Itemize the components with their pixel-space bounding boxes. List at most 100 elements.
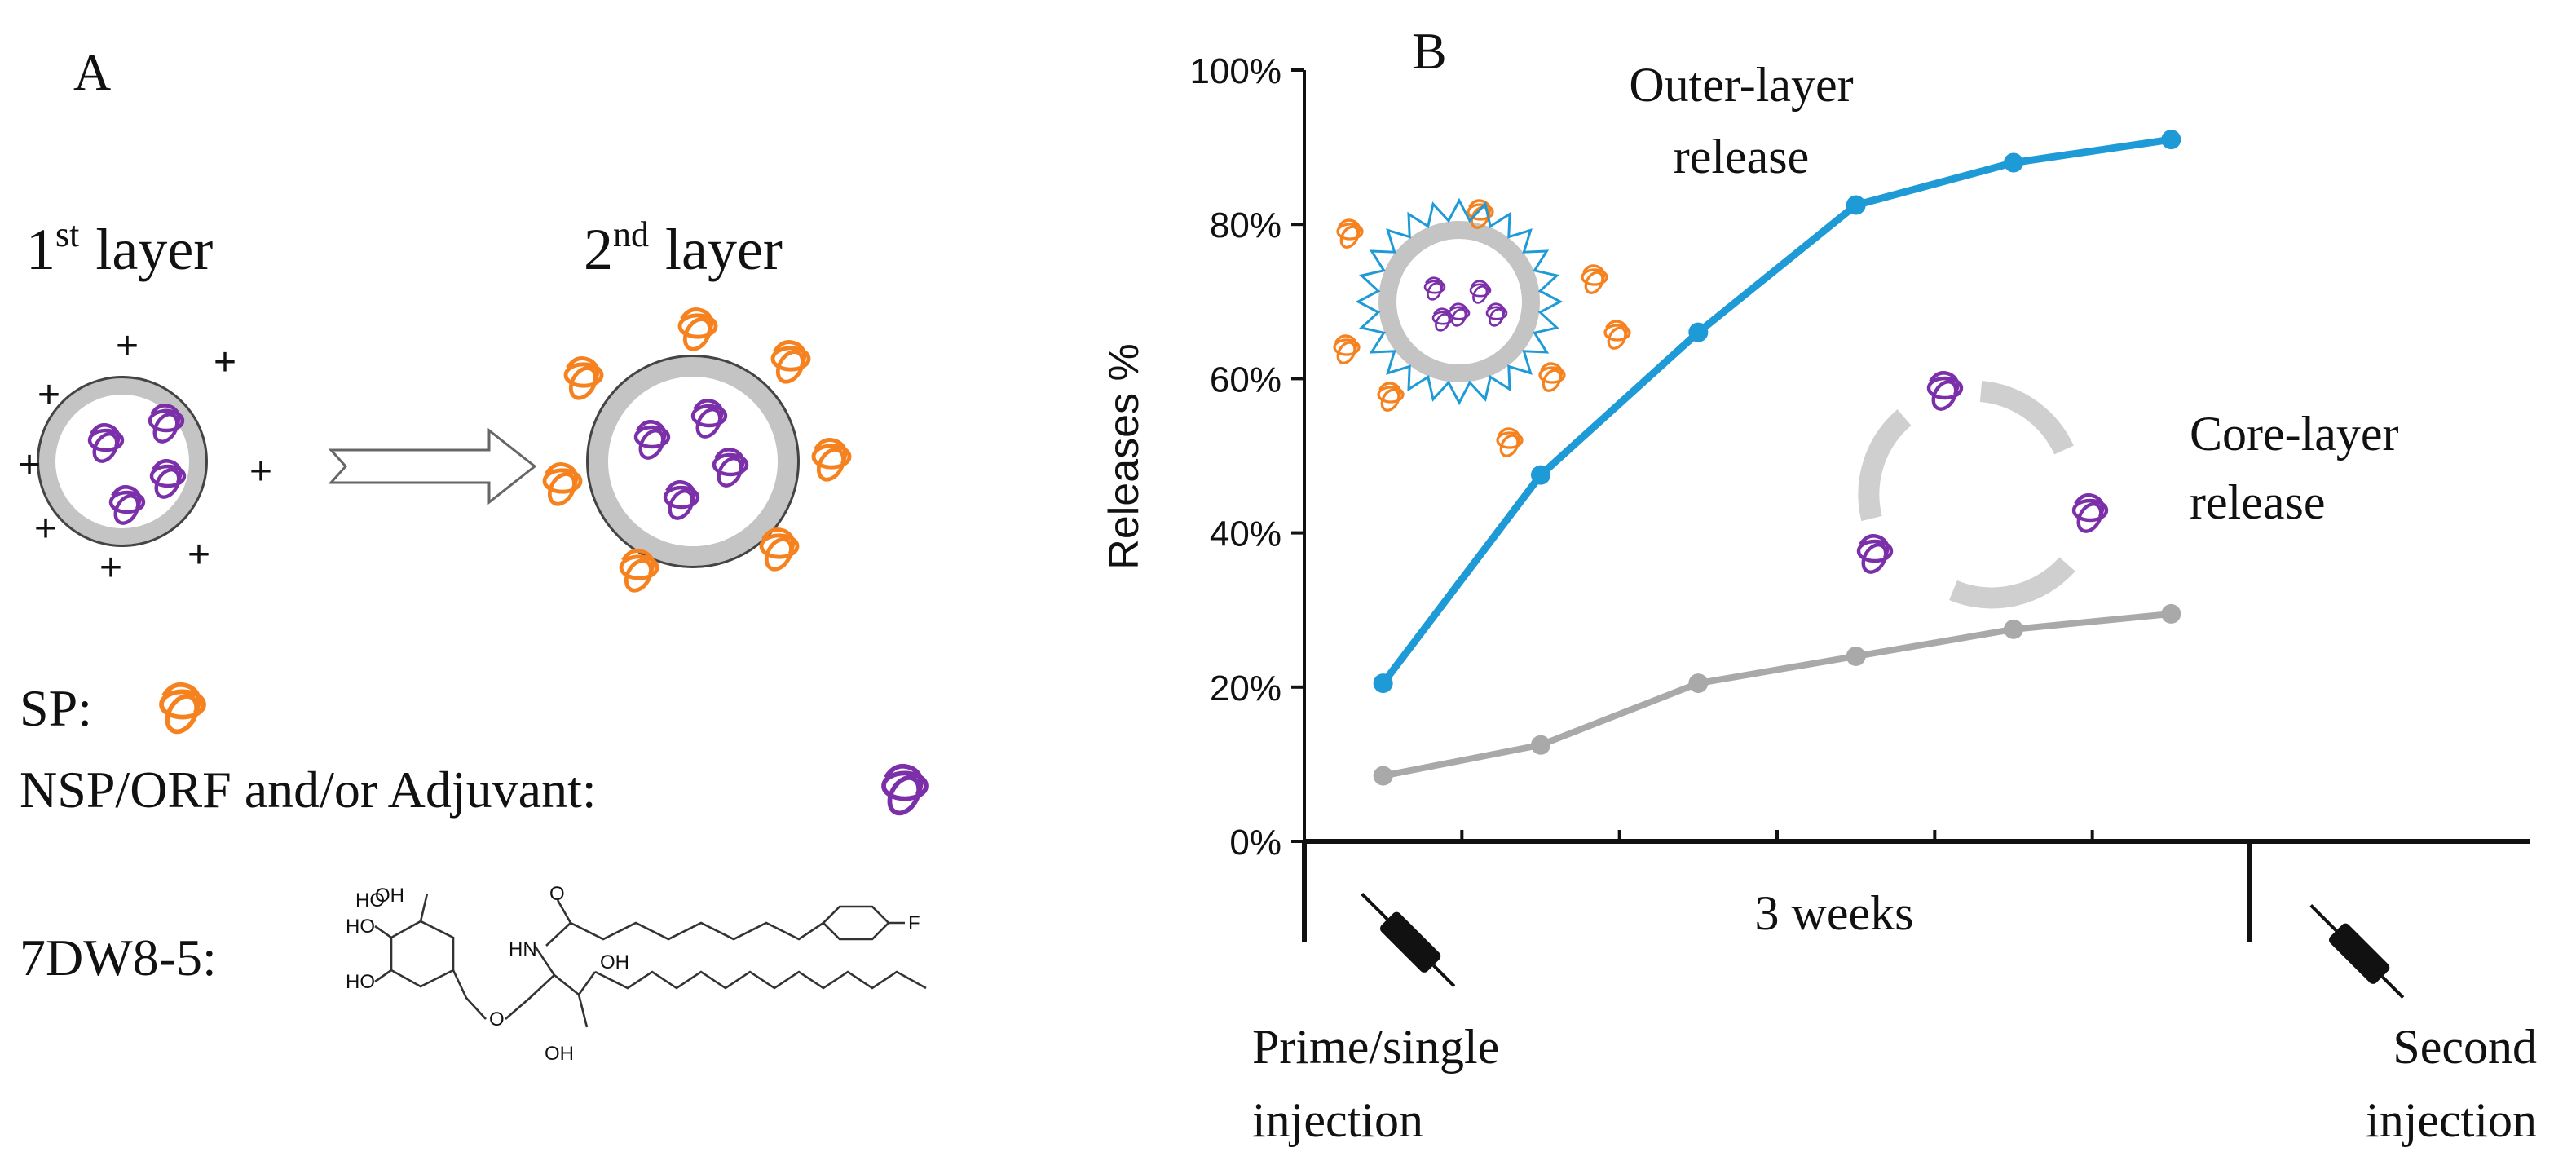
- structure-label: HO: [346, 971, 375, 993]
- charge: +: [116, 324, 139, 368]
- protein-icon: [1581, 264, 1608, 294]
- icon-loop: [638, 429, 665, 460]
- icon-loop: [1856, 539, 1894, 563]
- charge: +: [187, 533, 210, 576]
- y-tick-label: 100%: [1189, 51, 1281, 91]
- series-line: [1380, 135, 2172, 686]
- icon-loop: [159, 689, 206, 720]
- layer-title: 1st layer: [26, 214, 213, 282]
- icon-loop: [887, 775, 922, 816]
- icon-loop: [1472, 285, 1489, 304]
- icon-loop: [633, 425, 671, 449]
- icon-loop: [714, 448, 745, 472]
- point: [2004, 619, 2023, 639]
- protein-icon: [677, 307, 718, 351]
- icon-loop: [690, 404, 728, 428]
- protein-icon: [108, 485, 146, 525]
- structure-label: O: [549, 883, 565, 905]
- icon-loop: [1487, 302, 1506, 318]
- structure-label: O: [489, 1008, 505, 1031]
- panel-label: A: [73, 43, 111, 101]
- icon-loop: [1542, 369, 1562, 392]
- annotation: Prime/single: [1252, 1020, 1499, 1074]
- icon-loop: [884, 763, 924, 796]
- charge: +: [249, 450, 272, 493]
- compound-label: 7DW8-5:: [20, 929, 217, 986]
- structure-label: HO: [346, 916, 375, 938]
- icon-loop: [1469, 283, 1492, 298]
- icon-loop: [545, 462, 579, 489]
- structure-label: OH: [600, 951, 629, 973]
- structure-label: OH: [545, 1043, 574, 1065]
- protein-icon: [542, 462, 583, 506]
- point: [2004, 152, 2023, 173]
- point: [1531, 465, 1550, 485]
- layer-text: layer: [95, 217, 213, 282]
- arrow: [328, 427, 537, 505]
- protein-icon: [1926, 371, 1964, 411]
- icon-loop: [152, 413, 179, 444]
- charge: +: [34, 507, 57, 550]
- icon-loop: [1931, 380, 1958, 411]
- point: [1846, 646, 1866, 666]
- icon-loop: [1496, 431, 1524, 449]
- icon-loop: [1423, 280, 1446, 294]
- icon-loop: [1926, 376, 1964, 400]
- icon-loop: [1378, 382, 1402, 400]
- annotation: Outer-layer: [1629, 58, 1853, 112]
- particle-shell: [589, 357, 797, 566]
- icon-loop: [1861, 543, 1888, 574]
- chain: [374, 893, 927, 1028]
- icon-loop: [1431, 311, 1454, 325]
- protein-icon: [149, 459, 187, 499]
- icon-loop: [542, 468, 583, 494]
- icon-loop: [1607, 326, 1627, 350]
- icon-loop: [1471, 280, 1489, 295]
- charge: +: [18, 444, 41, 487]
- protein-icon: [1496, 427, 1524, 457]
- icon-loop: [636, 420, 667, 444]
- annotation: Second: [2393, 1020, 2537, 1074]
- icon-loop: [1581, 268, 1608, 286]
- icon-loop: [154, 468, 181, 499]
- point: [1531, 735, 1550, 755]
- protein-icon: [1603, 320, 1631, 350]
- point: [1688, 322, 1709, 342]
- icon-loop: [568, 366, 598, 400]
- protein-icon: [881, 763, 929, 816]
- structure-label: HN: [509, 938, 537, 960]
- icon-loop: [773, 340, 807, 367]
- icon-loop: [148, 408, 185, 433]
- panel-label: B: [1412, 22, 1447, 80]
- protein-icon: [770, 340, 811, 384]
- y-tick-label: 40%: [1210, 514, 1281, 554]
- icon-loop: [682, 317, 712, 351]
- protein-icon: [87, 423, 125, 463]
- icon-loop: [1540, 362, 1564, 381]
- protein-icon: [148, 404, 185, 444]
- icon-loop: [152, 459, 183, 483]
- icon-loop: [563, 362, 604, 388]
- structure-label: HO: [355, 889, 385, 911]
- icon-loop: [149, 464, 187, 488]
- icon-loop: [113, 494, 140, 525]
- icon-loop: [1425, 276, 1444, 292]
- protein-icon: [563, 356, 604, 400]
- icon-loop: [87, 428, 125, 452]
- ring-arc: [1949, 557, 2075, 609]
- icon-loop: [761, 527, 796, 554]
- sugar-ring: [390, 920, 455, 988]
- icon-loop: [1498, 427, 1521, 446]
- ring-arc: [1858, 409, 1912, 522]
- charge: +: [99, 546, 122, 589]
- icon-loop: [165, 694, 200, 735]
- icon-loop: [680, 307, 714, 334]
- protein-icon: [159, 682, 206, 735]
- icon-loop: [1339, 225, 1360, 249]
- protein-icon: [759, 527, 800, 572]
- layer-sup: st: [55, 214, 79, 254]
- icon-loop: [624, 558, 653, 593]
- icon-loop: [665, 480, 696, 505]
- protein-icon: [1538, 362, 1566, 392]
- icon-loop: [566, 356, 600, 383]
